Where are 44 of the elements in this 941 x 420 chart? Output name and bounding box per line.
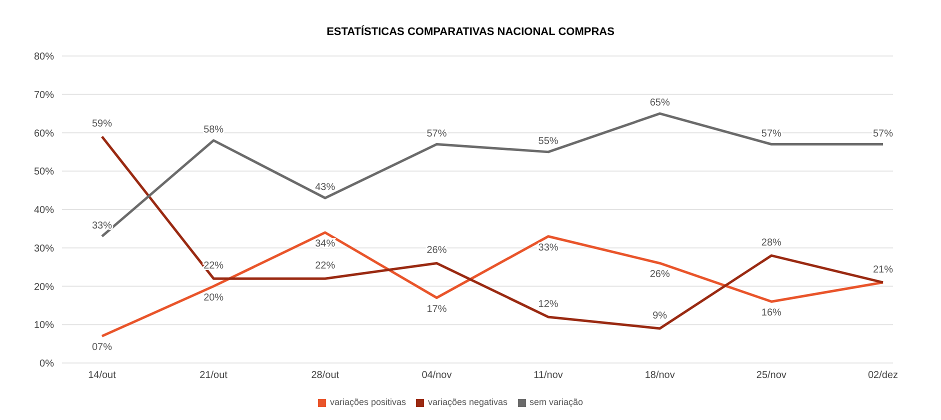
y-tick-label: 20%	[34, 282, 54, 293]
data-label: 65%	[650, 98, 670, 109]
data-label: 21%	[872, 264, 894, 276]
x-tick-label: 04/nov	[422, 370, 452, 382]
y-tick-label: 10%	[34, 320, 54, 332]
x-tick-label: 14/out	[88, 370, 116, 382]
data-label: 12%	[538, 298, 558, 310]
data-label: 57%	[426, 128, 447, 140]
legend-label: variações positivas	[330, 397, 406, 407]
data-label: 22%	[204, 260, 224, 272]
y-tick-label: 80%	[34, 52, 54, 63]
data-label: 57%	[761, 128, 782, 140]
data-label: 22%	[315, 260, 336, 272]
x-tick-label: 21/out	[200, 370, 228, 382]
data-label: 33%	[92, 220, 112, 232]
data-label: 20%	[204, 292, 224, 304]
x-tick-label: 18/nov	[644, 370, 675, 382]
data-label: 59%	[92, 118, 112, 130]
chart-title: ESTATÍSTICAS COMPARATIVAS NACIONAL COMPRAS	[326, 24, 616, 40]
data-label: 55%	[538, 136, 558, 147]
y-tick-label: 50%	[34, 166, 54, 178]
y-tick-label: 40%	[34, 205, 54, 216]
data-label: 28%	[761, 238, 782, 249]
data-label: 16%	[761, 308, 782, 319]
legend-label: sem variação	[530, 397, 584, 407]
data-label: 43%	[315, 182, 336, 193]
data-label: 57%	[872, 128, 894, 140]
x-tick-label: 02/dez	[868, 370, 898, 382]
x-tick-label: 25/nov	[756, 370, 786, 382]
data-label: 33%	[538, 242, 558, 254]
y-tick-label: 0%	[40, 358, 54, 370]
data-label: 17%	[426, 304, 447, 315]
y-tick-label: 30%	[34, 243, 54, 254]
data-label: 9%	[652, 310, 668, 322]
data-label: 07%	[92, 342, 112, 354]
data-label: 26%	[650, 269, 670, 280]
y-tick-label: 70%	[34, 90, 54, 101]
x-tick-label: 28/out	[311, 370, 340, 382]
x-tick-label: 11/nov	[534, 370, 563, 382]
data-label: 26%	[426, 245, 447, 256]
y-tick-label: 60%	[34, 128, 54, 140]
data-label: 58%	[204, 124, 224, 136]
data-label: 34%	[315, 238, 336, 250]
legend-label: variações negativas	[428, 397, 508, 407]
